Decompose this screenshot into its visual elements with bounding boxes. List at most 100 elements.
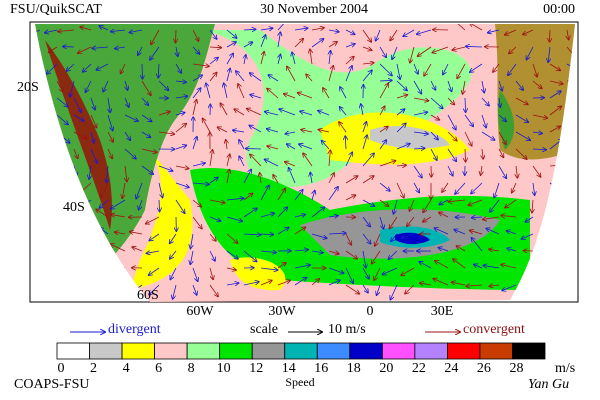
wind-arrow bbox=[345, 152, 352, 167]
color-box bbox=[284, 342, 318, 360]
wind-arrow bbox=[158, 80, 168, 90]
wind-arrow bbox=[515, 80, 523, 90]
colorbar-tick: 4 bbox=[123, 361, 130, 376]
wind-arrow bbox=[340, 107, 347, 116]
wind-arrow bbox=[345, 44, 355, 47]
wind-arrow bbox=[243, 169, 251, 184]
wind-arrow bbox=[443, 63, 449, 75]
wind-field bbox=[370, 125, 450, 149]
wind-arrow bbox=[391, 233, 398, 241]
wind-arrow bbox=[413, 80, 421, 94]
lat-label: 20S bbox=[17, 80, 39, 95]
wind-arrow bbox=[239, 156, 245, 167]
wind-arrow bbox=[61, 261, 75, 269]
wind-arrow bbox=[122, 182, 126, 198]
wind-arrow bbox=[345, 284, 359, 294]
wind-arrow bbox=[277, 280, 290, 286]
wind-arrow bbox=[58, 30, 75, 32]
wind-arrow bbox=[67, 228, 75, 235]
wind-arrow bbox=[192, 137, 197, 150]
scale-value: 10 m/s bbox=[328, 322, 366, 337]
wind-arrow bbox=[278, 32, 280, 48]
wind-arrow bbox=[151, 29, 160, 44]
wind-arrow bbox=[250, 154, 262, 167]
wind-arrow bbox=[311, 28, 324, 30]
wind-arrow bbox=[192, 183, 209, 184]
wind-arrow bbox=[277, 228, 289, 235]
wind-arrow bbox=[362, 153, 374, 167]
wind-arrow bbox=[566, 122, 572, 133]
wind-arrow bbox=[471, 238, 483, 252]
time: 00:00 bbox=[543, 2, 575, 17]
wind-arrow bbox=[260, 28, 273, 30]
wind-arrow bbox=[413, 112, 427, 116]
wind-arrow bbox=[278, 54, 280, 65]
wind-arrow bbox=[345, 66, 352, 82]
wind-arrow bbox=[175, 124, 186, 133]
wind-arrow bbox=[139, 199, 143, 210]
wind-arrow bbox=[260, 251, 276, 253]
wind-arrow bbox=[244, 55, 246, 65]
wind-arrow bbox=[209, 73, 217, 82]
wind-arrow bbox=[345, 267, 353, 283]
wind-arrow bbox=[226, 268, 236, 270]
wind-arrow bbox=[56, 148, 66, 161]
wind-arrow bbox=[267, 88, 279, 99]
wind-arrow bbox=[267, 146, 279, 150]
wind-arrow bbox=[125, 80, 128, 90]
wind-arrow bbox=[472, 217, 483, 218]
wind-arrow bbox=[260, 280, 272, 286]
wind-arrow bbox=[388, 250, 398, 259]
wind-arrow bbox=[312, 191, 315, 201]
wind-arrow bbox=[447, 148, 456, 161]
wind-arrow bbox=[311, 251, 323, 253]
wind-arrow bbox=[39, 114, 50, 121]
wind-arrow bbox=[532, 149, 546, 150]
wind-arrow bbox=[226, 198, 244, 200]
wind-arrow bbox=[561, 250, 568, 259]
wind-arrow bbox=[107, 131, 113, 142]
wind-arrow bbox=[374, 267, 381, 280]
wind-arrow bbox=[549, 106, 561, 116]
wind-arrow bbox=[115, 47, 126, 49]
wind-arrow bbox=[329, 150, 330, 167]
wind-arrow bbox=[260, 185, 269, 201]
wind-arrow bbox=[99, 247, 109, 252]
wind-arrow bbox=[192, 100, 196, 116]
wind-arrow bbox=[146, 251, 160, 253]
color-box bbox=[446, 342, 481, 360]
africa bbox=[495, 24, 575, 160]
wind-arrow bbox=[430, 131, 438, 140]
wind-arrow bbox=[362, 267, 369, 279]
wind-arrow bbox=[524, 267, 534, 274]
wind-arrow bbox=[549, 80, 563, 84]
wind-arrow bbox=[294, 265, 310, 269]
wind-arrow bbox=[566, 102, 575, 116]
color-box bbox=[219, 342, 253, 360]
wind-arrow bbox=[524, 284, 534, 290]
wind-arrow bbox=[439, 212, 449, 218]
wind-arrow bbox=[544, 216, 551, 226]
wind-arrow bbox=[234, 109, 245, 116]
wind-arrow bbox=[175, 113, 185, 115]
wind-arrow bbox=[92, 47, 109, 48]
wind-arrow bbox=[401, 267, 415, 275]
wind-arrow bbox=[192, 64, 209, 66]
wind-arrow bbox=[239, 140, 245, 150]
color-box bbox=[251, 342, 286, 360]
wind-arrow bbox=[209, 47, 221, 48]
wind-arrow bbox=[362, 70, 372, 82]
wind-arrow bbox=[498, 80, 502, 91]
wind-arrow bbox=[90, 114, 96, 128]
wind-arrow bbox=[260, 52, 264, 65]
wind-arrow bbox=[532, 199, 533, 213]
lon-label: 30W bbox=[268, 304, 296, 319]
colorbar-tick: 10 bbox=[217, 361, 231, 376]
wind-arrow bbox=[76, 228, 92, 235]
wind-arrow bbox=[410, 46, 415, 63]
date: 30 November 2004 bbox=[260, 2, 368, 17]
wind-arrow bbox=[413, 63, 418, 74]
wind-arrow bbox=[298, 93, 313, 99]
wind-arrow bbox=[526, 46, 534, 60]
wind-arrow bbox=[39, 182, 40, 192]
